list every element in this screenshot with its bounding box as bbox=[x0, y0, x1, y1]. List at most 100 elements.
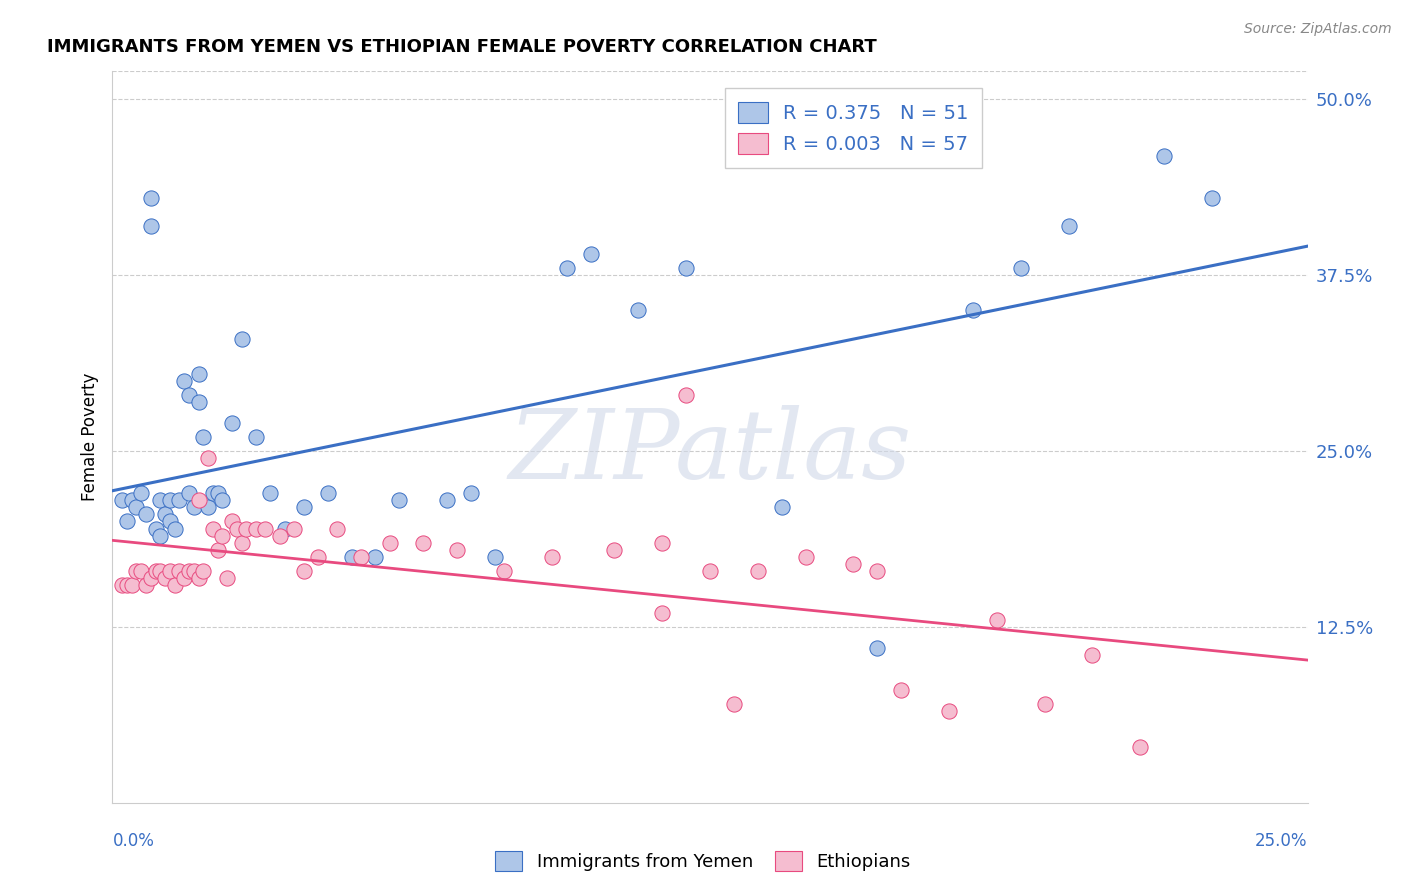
Point bbox=[699, 564, 721, 578]
Point bbox=[460, 486, 482, 500]
Point bbox=[159, 493, 181, 508]
Point bbox=[627, 303, 650, 318]
Y-axis label: Female Poverty: Female Poverty bbox=[82, 373, 100, 501]
Point bbox=[211, 493, 233, 508]
Point bbox=[723, 698, 745, 712]
Point bbox=[651, 606, 673, 620]
Point bbox=[675, 261, 697, 276]
Point bbox=[283, 521, 305, 535]
Point bbox=[388, 493, 411, 508]
Point bbox=[316, 486, 339, 500]
Point bbox=[169, 493, 191, 508]
Point bbox=[139, 191, 162, 205]
Point bbox=[259, 486, 281, 500]
Point bbox=[187, 367, 209, 381]
Point bbox=[866, 641, 889, 656]
Point bbox=[121, 578, 143, 592]
Point bbox=[231, 535, 253, 549]
Point bbox=[139, 219, 162, 233]
Point bbox=[986, 613, 1008, 627]
Point bbox=[187, 571, 209, 585]
Point bbox=[177, 486, 200, 500]
Point bbox=[292, 564, 315, 578]
Point bbox=[135, 508, 157, 522]
Point bbox=[235, 521, 257, 535]
Point bbox=[555, 261, 578, 276]
Point bbox=[1010, 261, 1032, 276]
Point bbox=[125, 564, 148, 578]
Point bbox=[177, 564, 200, 578]
Point bbox=[1201, 191, 1223, 205]
Point bbox=[217, 571, 239, 585]
Point bbox=[1081, 648, 1104, 662]
Point bbox=[135, 578, 157, 592]
Point bbox=[326, 521, 349, 535]
Text: 0.0%: 0.0% bbox=[112, 832, 155, 850]
Point bbox=[145, 564, 167, 578]
Point bbox=[307, 549, 329, 564]
Point bbox=[842, 557, 865, 571]
Point bbox=[225, 521, 247, 535]
Point bbox=[890, 683, 912, 698]
Point bbox=[207, 542, 229, 557]
Point bbox=[269, 528, 291, 542]
Point bbox=[1033, 698, 1056, 712]
Point bbox=[111, 578, 134, 592]
Point bbox=[201, 486, 224, 500]
Point bbox=[747, 564, 769, 578]
Point bbox=[794, 549, 817, 564]
Point bbox=[579, 247, 602, 261]
Text: Source: ZipAtlas.com: Source: ZipAtlas.com bbox=[1244, 22, 1392, 37]
Point bbox=[938, 705, 960, 719]
Point bbox=[207, 486, 229, 500]
Point bbox=[149, 493, 172, 508]
Point bbox=[651, 535, 673, 549]
Point bbox=[364, 549, 387, 564]
Point bbox=[111, 493, 134, 508]
Point bbox=[231, 332, 253, 346]
Point bbox=[153, 508, 176, 522]
Legend: R = 0.375   N = 51, R = 0.003   N = 57: R = 0.375 N = 51, R = 0.003 N = 57 bbox=[724, 88, 983, 168]
Point bbox=[273, 521, 295, 535]
Point bbox=[159, 515, 181, 529]
Point bbox=[1057, 219, 1080, 233]
Point bbox=[125, 500, 148, 515]
Point bbox=[183, 500, 205, 515]
Point bbox=[163, 578, 186, 592]
Point bbox=[197, 451, 219, 466]
Point bbox=[129, 564, 152, 578]
Point bbox=[350, 549, 373, 564]
Point bbox=[193, 564, 215, 578]
Point bbox=[173, 374, 195, 388]
Point bbox=[962, 303, 984, 318]
Point bbox=[149, 528, 172, 542]
Point bbox=[197, 500, 219, 515]
Point bbox=[201, 521, 224, 535]
Point bbox=[1129, 739, 1152, 754]
Point bbox=[177, 388, 200, 402]
Point bbox=[245, 521, 267, 535]
Point bbox=[412, 535, 434, 549]
Point bbox=[254, 521, 277, 535]
Point bbox=[603, 542, 626, 557]
Point bbox=[221, 416, 243, 430]
Point bbox=[436, 493, 458, 508]
Point bbox=[378, 535, 401, 549]
Point bbox=[159, 564, 181, 578]
Point bbox=[121, 493, 143, 508]
Point bbox=[494, 564, 516, 578]
Legend: Immigrants from Yemen, Ethiopians: Immigrants from Yemen, Ethiopians bbox=[488, 844, 918, 879]
Point bbox=[115, 515, 138, 529]
Point bbox=[221, 515, 243, 529]
Text: 25.0%: 25.0% bbox=[1256, 832, 1308, 850]
Point bbox=[149, 564, 172, 578]
Point bbox=[1153, 149, 1175, 163]
Point bbox=[163, 521, 186, 535]
Point bbox=[187, 395, 209, 409]
Point bbox=[866, 564, 889, 578]
Point bbox=[211, 528, 233, 542]
Point bbox=[770, 500, 793, 515]
Point bbox=[187, 493, 209, 508]
Point bbox=[541, 549, 564, 564]
Point bbox=[183, 564, 205, 578]
